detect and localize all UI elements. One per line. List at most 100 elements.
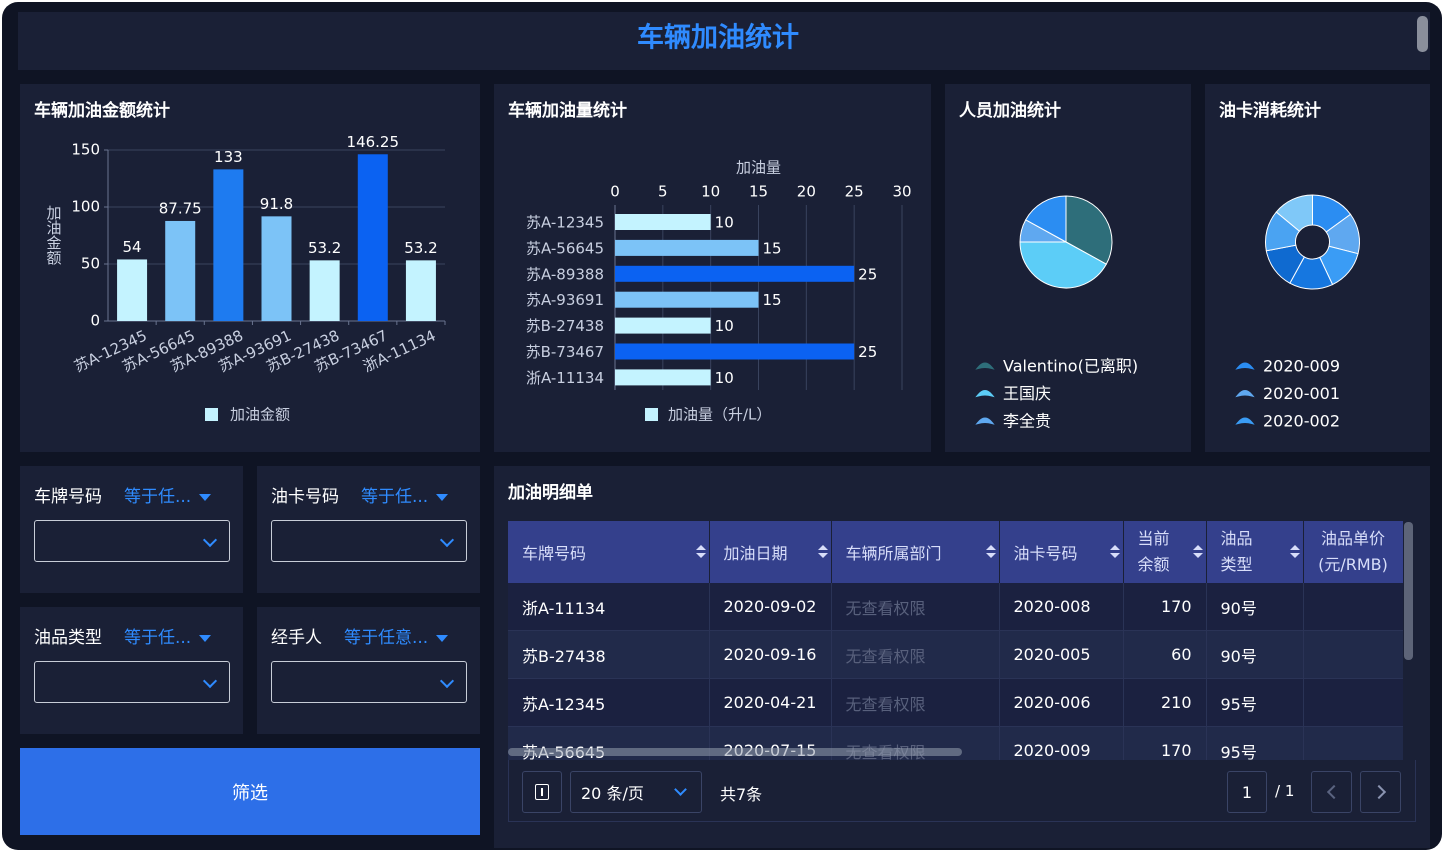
filter-operator[interactable]: 等于任意... [344,628,449,648]
filter-operator[interactable]: 等于任... [124,628,212,648]
column-header[interactable]: 油品类型 [1206,521,1304,583]
operator-text: 等于任... [124,628,192,648]
slice [1275,194,1313,232]
column-header[interactable]: 油卡号码 [999,521,1124,583]
table-cell: 无查看权限 [831,678,1000,727]
bar [213,169,244,321]
cell-text: 2020-005 [1013,645,1091,664]
legend: 2020-009 2020-001 2020-002 [1235,357,1340,428]
column-header[interactable]: 加油日期 [709,521,832,583]
panel [20,84,480,452]
column-header[interactable]: 油品单价(元/RMB) [1303,521,1403,583]
data-label: 146.25 [347,133,400,151]
table-row[interactable]: 苏A-12345 2020-04-21 无查看权限 2020-006 210 95号 [508,678,1403,727]
bar [615,343,855,360]
table-vscroll[interactable] [1404,522,1413,660]
legend-marker [975,417,995,425]
table-title: 加油明细单 [507,482,593,503]
y-tick-label: 150 [71,141,100,159]
table-row[interactable]: 浙A-11134 2020-09-02 无查看权限 2020-008 170 90号 [508,583,1403,631]
table-cell: 2020-09-16 [709,630,832,679]
y-tick-label: 苏A-93691 [526,291,604,309]
data-label: 10 [715,369,734,387]
panel-title: 车辆加油金额统计 [34,100,170,121]
current-page: 1 [1241,782,1253,802]
legend-marker [975,362,995,370]
header-text: 当前余额 [1137,529,1170,574]
column-header[interactable]: 车牌号码 [508,521,710,583]
table-cell: 无查看权限 [831,630,1000,679]
caret [436,493,449,501]
filter-select[interactable] [271,661,467,703]
page-input[interactable]: 1 [1227,771,1267,813]
data-label: 15 [763,239,782,257]
operator-text: 等于任... [124,487,192,507]
legend-label: 李全贵 [1003,412,1051,431]
table-cell [1303,678,1403,727]
table-cell: 无查看权限 [831,583,1000,631]
caret [436,634,449,642]
legend-marker [1235,417,1255,425]
column-header[interactable]: 车辆所属部门 [831,521,1000,583]
bar [615,317,711,334]
x-tick-label: 20 [797,183,816,201]
filter-select[interactable] [271,520,467,562]
bar [261,216,292,321]
y-tick-label: 0 [90,312,100,330]
x-tick-label: 5 [658,183,668,201]
header-text: 油卡号码 [1013,544,1078,563]
cell-text: 苏A-12345 [522,694,606,714]
icon-bar [541,788,543,796]
bar [165,220,196,321]
data-label: 25 [858,265,877,283]
legend-swatch [205,408,218,421]
cell-text: 无查看权限 [845,694,926,714]
chevron [674,783,687,796]
x-tick-label: 10 [701,183,720,201]
header-text: 车牌号码 [522,544,587,563]
pagination-icon[interactable] [522,771,562,813]
cell-text: 95号 [1220,742,1257,761]
x-tick-label: 15 [749,183,768,201]
page-size-select[interactable]: 20 条/页 [570,771,702,813]
table-cell [1303,630,1403,679]
chevron [1371,784,1386,800]
cell-text: 2020-006 [1013,693,1091,712]
column-header[interactable]: 当前余额 [1123,521,1207,583]
table-hscroll[interactable] [508,748,962,756]
legend-swatch [645,408,658,421]
y-tick-label: 苏A-12345 [526,214,604,232]
table-cell: 90号 [1206,583,1304,631]
table-cell [1303,583,1403,631]
x-tick-label: 0 [610,183,620,201]
table-cell: 2020-009 [999,726,1124,760]
table-row[interactable]: 苏B-27438 2020-09-16 无查看权限 2020-005 60 90号 [508,630,1403,679]
filter-operator[interactable]: 等于任... [361,487,449,507]
filter-select[interactable] [34,520,230,562]
panel-title: 人员加油统计 [959,100,1061,121]
filter-select[interactable] [34,661,230,703]
y-tick-label: 苏A-56645 [526,239,604,257]
bar [615,239,759,256]
x-axis-label: 加油量 [736,159,781,177]
cell-text: 90号 [1220,646,1257,666]
filter-button[interactable]: 筛选 [20,748,480,835]
chevron [439,673,455,689]
chevron [202,673,218,689]
cell-text: 210 [1160,693,1192,712]
y-tick-label: 50 [81,255,100,273]
legend-label: 加油量（升/L） [668,406,771,424]
table-cell: 170 [1123,726,1207,760]
cell-text: 95号 [1220,694,1257,714]
table-cell: 210 [1123,678,1207,727]
filter-operator[interactable]: 等于任... [124,487,212,507]
table-cell: 浙A-11134 [508,583,710,631]
y-tick-label: 浙A-11134 [526,369,604,387]
cell-text: 2020-09-02 [723,597,817,616]
prev-page[interactable] [1311,771,1352,813]
cell-text: 170 [1160,741,1192,760]
next-page[interactable] [1360,771,1401,813]
bar [615,214,711,230]
filter-header: 车牌号码 等于任... [34,482,212,507]
